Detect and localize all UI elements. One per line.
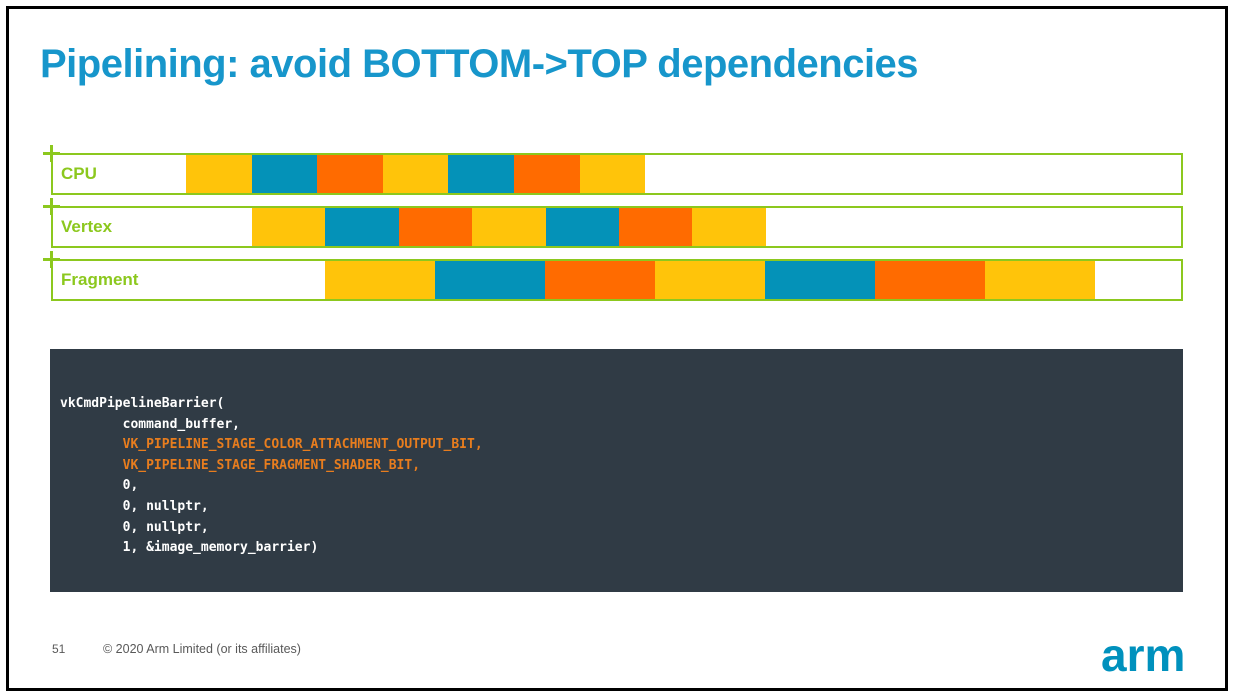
work-block-yellow (382, 155, 449, 193)
work-block-blue (545, 208, 619, 246)
pipeline-track-cpu: CPU (51, 153, 1183, 195)
work-block-orange (545, 261, 655, 299)
work-block-yellow (985, 261, 1095, 299)
work-block-blue (448, 155, 514, 193)
plus-marker-icon (43, 198, 60, 215)
code-line: command_buffer, (60, 416, 241, 432)
plus-marker-icon (43, 251, 60, 268)
code-line-highlighted: VK_PIPELINE_STAGE_FRAGMENT_SHADER_BIT, (60, 457, 421, 473)
work-block-yellow (692, 208, 766, 246)
slide-title: Pipelining: avoid BOTTOM->TOP dependenci… (40, 42, 919, 86)
pipeline-track-vertex: Vertex (51, 206, 1183, 248)
work-block-yellow (472, 208, 546, 246)
work-block-orange (619, 208, 693, 246)
code-line-highlighted: VK_PIPELINE_STAGE_COLOR_ATTACHMENT_OUTPU… (60, 437, 483, 453)
code-listing: vkCmdPipelineBarrier( command_buffer, VK… (50, 349, 1183, 559)
code-line: vkCmdPipelineBarrier( (60, 396, 225, 411)
code-line: 0, nullptr, (60, 498, 209, 514)
work-block-orange (317, 155, 383, 193)
arm-logo: arm (1101, 629, 1186, 681)
page-number: 51 (52, 642, 66, 656)
pipeline-track-fragment: Fragment (51, 259, 1183, 301)
code-block: vkCmdPipelineBarrier( command_buffer, VK… (50, 349, 1183, 592)
code-line: 1, &image_memory_barrier) (60, 540, 319, 556)
work-block-yellow (186, 155, 252, 193)
track-label: CPU (61, 164, 97, 183)
work-block-orange (398, 208, 473, 246)
copyright-text: © 2020 Arm Limited (or its affiliates) (103, 642, 301, 656)
work-block-yellow (325, 261, 435, 299)
work-block-yellow (655, 261, 765, 299)
work-block-yellow (252, 208, 326, 246)
work-block-orange (875, 261, 985, 299)
work-block-yellow (579, 155, 646, 193)
work-block-orange (514, 155, 580, 193)
work-block-blue (325, 208, 399, 246)
work-block-blue (251, 155, 318, 193)
track-label: Vertex (61, 217, 113, 236)
track-label: Fragment (61, 270, 139, 289)
work-block-blue (435, 261, 545, 299)
code-line: 0, nullptr, (60, 519, 209, 535)
plus-marker-icon (43, 145, 60, 162)
work-block-blue (765, 261, 875, 299)
code-line: 0, (60, 478, 139, 494)
